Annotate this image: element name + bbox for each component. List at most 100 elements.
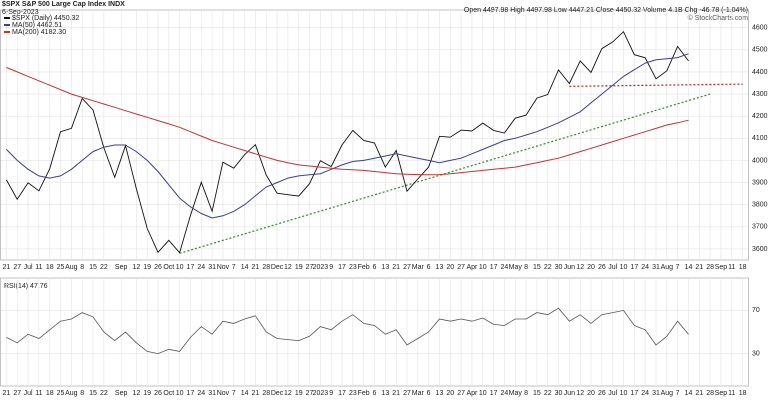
legend-entry: MA(50) 4462.51: [12, 22, 62, 29]
x-tick-label: 17: [187, 390, 195, 397]
x-tick-label: 13: [381, 264, 389, 271]
x-tick-label: 28: [262, 264, 270, 271]
x-tick-label: 13: [436, 264, 444, 271]
x-tick-label: Aug: [661, 390, 674, 397]
x-tick-label: 8: [524, 390, 528, 397]
x-tick-label: 24: [641, 390, 649, 397]
x-tick-label: Dec: [271, 264, 284, 271]
x-tick-label: Jul: [24, 264, 33, 271]
x-tick-label: 27: [306, 390, 314, 397]
rsi-line: [6, 307, 689, 355]
x-tick-label: 17: [490, 390, 498, 397]
x-tick-label: 14: [241, 390, 249, 397]
x-tick-label: 22: [100, 264, 108, 271]
x-tick-label: 7: [676, 390, 680, 397]
x-tick-label: 27: [403, 390, 411, 397]
x-tick-label: 24: [501, 390, 509, 397]
legend-swatch: [4, 24, 10, 26]
x-tick-label: Jul: [24, 390, 33, 397]
x-tick-label: Sep: [115, 390, 128, 397]
x-tick-label: 7: [232, 390, 236, 397]
series-line: [6, 67, 689, 176]
x-tick-label: 12: [284, 264, 292, 271]
quote-line: Open 4497.98 High 4497.98 Low 4447.21 Cl…: [464, 7, 748, 14]
x-tick-label: 21: [392, 390, 400, 397]
x-tick-label: 24: [197, 264, 205, 271]
x-tick-label: Feb: [358, 390, 370, 397]
x-tick-label: 19: [143, 264, 151, 271]
x-tick-label: 12: [132, 390, 140, 397]
x-tick-label: 21: [3, 390, 11, 397]
rsi-tick-label: 30: [752, 350, 760, 357]
x-tick-label: 24: [197, 390, 205, 397]
x-tick-label: 31: [208, 264, 216, 271]
x-tick-label: 11: [35, 264, 42, 271]
x-tick-label: 27: [403, 264, 411, 271]
x-tick-label: 12: [576, 390, 584, 397]
y-tick-label: 4100: [752, 135, 768, 142]
x-tick-label: 26: [154, 390, 162, 397]
x-tick-label: 2023: [313, 390, 329, 397]
x-tick-label: 19: [295, 390, 303, 397]
x-tick-label: Nov: [217, 390, 230, 397]
x-tick-label: 6: [427, 264, 431, 271]
x-tick-label: 21: [695, 264, 703, 271]
x-tick-label: 10: [620, 264, 628, 271]
x-tick-label: 9: [329, 264, 333, 271]
x-tick-label: 10: [176, 390, 184, 397]
y-tick-label: 4400: [752, 69, 768, 76]
x-tick-label: 17: [630, 264, 638, 271]
x-tick-label: 12: [576, 264, 584, 271]
y-tick-label: 4300: [752, 91, 768, 98]
x-tick-label: 25: [57, 390, 65, 397]
series-line: [6, 30, 689, 254]
x-tick-label: 18: [46, 264, 54, 271]
series-line: [6, 53, 689, 219]
credit: © StockCharts.com: [688, 14, 749, 22]
x-tick-label: 26: [154, 264, 162, 271]
x-tick-label: Jun: [564, 264, 575, 271]
x-tick-label: Mar: [412, 390, 425, 397]
x-tick-label: Jun: [564, 390, 575, 397]
x-tick-label: Nov: [217, 264, 230, 271]
x-tick-label: 20: [587, 264, 595, 271]
x-tick-label: 28: [706, 390, 714, 397]
x-tick-label: 30: [555, 390, 563, 397]
x-tick-label: Aug: [65, 264, 78, 271]
x-tick-label: Oct: [163, 390, 174, 397]
x-tick-label: 22: [544, 390, 552, 397]
x-tick-label: Aug: [65, 390, 78, 397]
y-tick-label: 3800: [752, 202, 768, 209]
y-tick-label: 4600: [752, 25, 768, 32]
x-tick-label: 14: [685, 264, 693, 271]
x-tick-label: 18: [46, 390, 54, 397]
x-tick-label: 21: [252, 390, 260, 397]
x-tick-label: 13: [436, 390, 444, 397]
x-tick-label: May: [509, 390, 523, 397]
x-tick-label: 10: [479, 264, 487, 271]
x-tick-label: 31: [652, 390, 660, 397]
x-tick-label: Feb: [358, 264, 370, 271]
x-tick-label: 14: [685, 390, 693, 397]
x-tick-label: 23: [349, 390, 357, 397]
x-tick-label: 7: [676, 264, 680, 271]
x-tick-label: Sep: [715, 264, 728, 271]
x-tick-label: 17: [187, 264, 195, 271]
x-tick-label: 10: [620, 390, 628, 397]
x-tick-label: 11: [35, 390, 42, 397]
x-tick-label: 15: [89, 390, 97, 397]
x-tick-label: 19: [143, 390, 151, 397]
x-tick-label: 17: [338, 390, 346, 397]
chart-date: 6-Sep-2023: [2, 9, 39, 16]
x-tick-label: 17: [338, 264, 346, 271]
x-tick-label: Dec: [271, 390, 284, 397]
x-tick-label: 11: [728, 264, 735, 271]
x-tick-label: 6: [373, 264, 377, 271]
x-tick-label: 27: [306, 264, 314, 271]
x-tick-label: 25: [57, 264, 65, 271]
x-tick-label: 17: [490, 264, 498, 271]
chart-title: $SPX S&P 500 Large Cap Index INDX: [2, 1, 125, 8]
x-tick-label: 21: [252, 264, 260, 271]
